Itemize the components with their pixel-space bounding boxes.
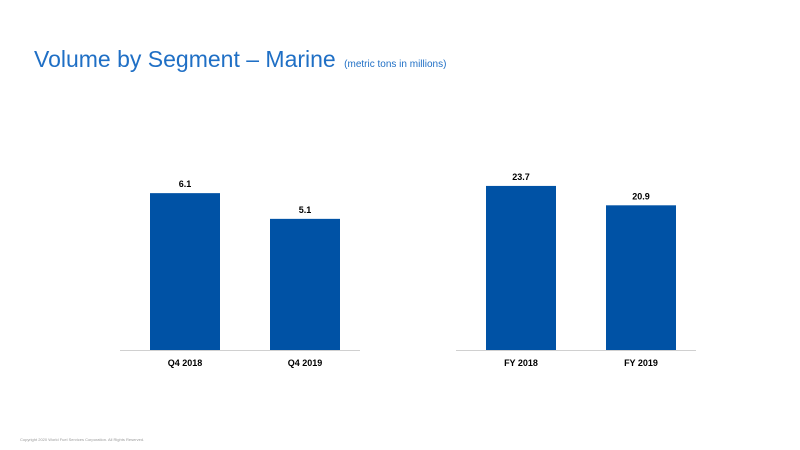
quarterly-volume-chart: 6.1 Q4 2018 5.1 Q4 2019: [120, 160, 360, 390]
data-label-0: 6.1: [179, 179, 192, 189]
annual-volume-chart-svg: 23.7 FY 2018 20.9 FY 2019: [456, 172, 696, 368]
bar-0: [150, 193, 220, 350]
bar-0: [486, 185, 556, 350]
category-label-0: FY 2018: [504, 358, 538, 368]
category-label-0: Q4 2018: [168, 358, 203, 368]
bar-1: [270, 218, 340, 350]
slide-title: Volume by Segment – Marine: [34, 46, 336, 72]
category-label-1: FY 2019: [624, 358, 658, 368]
bar-1: [606, 205, 676, 350]
quarterly-volume-chart-svg: 6.1 Q4 2018 5.1 Q4 2019: [120, 179, 360, 368]
slide-subtitle: (metric tons in millions): [344, 59, 447, 70]
data-label-1: 20.9: [632, 191, 650, 201]
data-label-0: 23.7: [512, 172, 530, 182]
slide-title-block: Volume by Segment – Marine (metric tons …: [34, 46, 446, 73]
data-label-1: 5.1: [299, 205, 312, 215]
copyright-footer: Copyright 2020 World Fuel Services Corpo…: [20, 437, 145, 442]
annual-volume-chart: 23.7 FY 2018 20.9 FY 2019: [456, 160, 696, 390]
category-label-1: Q4 2019: [288, 358, 323, 368]
